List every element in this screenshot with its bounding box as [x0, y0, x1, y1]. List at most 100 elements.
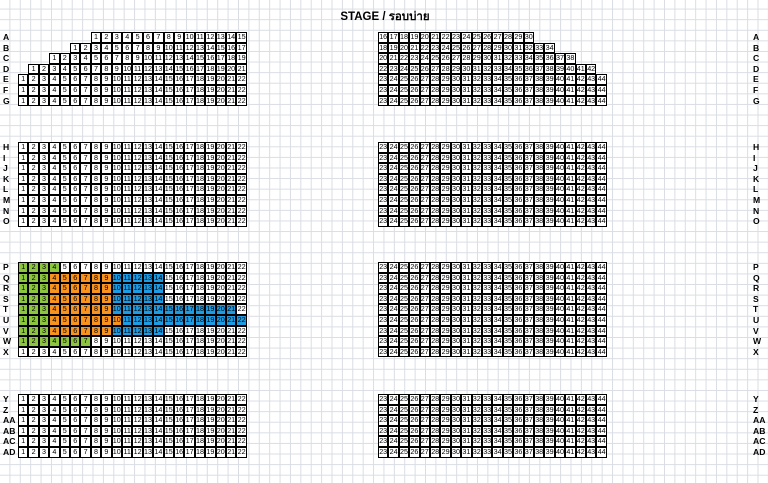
seat[interactable]: 21	[226, 152, 237, 164]
seat[interactable]: 5	[111, 42, 122, 54]
seat[interactable]: 10	[111, 95, 122, 107]
seat[interactable]: 3	[38, 142, 50, 153]
seat[interactable]: 1	[18, 163, 29, 174]
seat[interactable]: 10	[111, 216, 122, 227]
seat[interactable]: 12	[132, 436, 143, 447]
seat[interactable]: 10	[163, 42, 174, 54]
seat[interactable]: 36	[513, 346, 524, 358]
seat[interactable]: 20	[215, 85, 226, 96]
seat[interactable]: 33	[482, 184, 493, 195]
seat[interactable]: 28	[440, 63, 451, 75]
seat[interactable]: 14	[153, 142, 164, 153]
seat[interactable]: 6	[70, 173, 81, 185]
seat[interactable]: 37	[523, 95, 534, 107]
seat[interactable]: 36	[513, 163, 524, 174]
seat[interactable]: 44	[596, 293, 607, 305]
seat[interactable]: 20	[215, 336, 226, 347]
seat[interactable]: 24	[388, 283, 399, 294]
seat[interactable]: 30	[450, 325, 462, 337]
seat[interactable]: 5	[59, 415, 70, 426]
seat[interactable]: 28	[430, 262, 441, 273]
seat[interactable]: 15	[163, 436, 174, 447]
seat[interactable]: 26	[409, 447, 420, 458]
seat[interactable]: 35	[502, 85, 514, 96]
seat[interactable]: 38	[534, 142, 545, 153]
seat[interactable]: 28	[430, 394, 441, 405]
seat[interactable]: 35	[502, 152, 514, 164]
seat[interactable]: 14	[153, 425, 164, 437]
seat[interactable]: 17	[194, 63, 206, 75]
seat[interactable]: 6	[80, 63, 91, 75]
seat[interactable]: 16	[174, 152, 185, 164]
seat[interactable]: 14	[153, 272, 164, 284]
seat[interactable]: 26	[409, 336, 420, 347]
seat[interactable]: 17	[184, 142, 195, 153]
seat[interactable]: 33	[482, 216, 493, 227]
seat[interactable]: 7	[111, 53, 122, 64]
seat[interactable]: 15	[163, 95, 174, 107]
seat[interactable]: 32	[471, 394, 482, 405]
seat[interactable]: 15	[194, 53, 206, 64]
seat[interactable]: 24	[388, 336, 399, 347]
seat[interactable]: 38	[534, 415, 545, 426]
seat[interactable]: 43	[586, 283, 597, 294]
seat[interactable]: 27	[419, 315, 430, 326]
seat[interactable]: 23	[388, 63, 399, 75]
seat[interactable]: 41	[565, 95, 576, 107]
seat[interactable]: 22	[236, 216, 247, 227]
seat[interactable]: 22	[236, 336, 247, 347]
seat[interactable]: 12	[132, 173, 143, 185]
seat[interactable]: 19	[205, 184, 216, 195]
seat[interactable]: 14	[153, 184, 164, 195]
seat[interactable]: 23	[378, 404, 389, 416]
seat[interactable]: 42	[575, 346, 586, 358]
seat[interactable]: 39	[544, 74, 555, 85]
seat[interactable]: 13	[142, 262, 154, 273]
seat[interactable]: 39	[544, 293, 555, 305]
seat[interactable]: 37	[523, 404, 534, 416]
seat[interactable]: 19	[205, 447, 216, 458]
seat[interactable]: 38	[534, 304, 545, 315]
seat[interactable]: 2	[28, 142, 39, 153]
seat[interactable]: 25	[398, 95, 410, 107]
seat[interactable]: 10	[111, 436, 122, 447]
seat[interactable]: 6	[70, 293, 81, 305]
seat[interactable]: 23	[378, 325, 389, 337]
seat[interactable]: 32	[471, 95, 482, 107]
seat[interactable]: 29	[440, 95, 451, 107]
seat[interactable]: 15	[163, 142, 174, 153]
seat[interactable]: 7	[80, 272, 91, 284]
seat[interactable]: 25	[398, 436, 410, 447]
seat[interactable]: 15	[163, 195, 174, 206]
seat[interactable]: 17	[184, 95, 195, 107]
seat[interactable]: 42	[575, 272, 586, 284]
seat[interactable]: 39	[544, 436, 555, 447]
seat[interactable]: 25	[398, 142, 410, 153]
seat[interactable]: 6	[70, 325, 81, 337]
seat[interactable]: 23	[378, 436, 389, 447]
seat[interactable]: 24	[388, 95, 399, 107]
seat[interactable]: 20	[215, 74, 226, 85]
seat[interactable]: 37	[523, 415, 534, 426]
seat[interactable]: 9	[101, 404, 112, 416]
seat[interactable]: 42	[575, 404, 586, 416]
seat[interactable]: 9	[101, 425, 112, 437]
seat[interactable]: 27	[492, 32, 503, 43]
seat[interactable]: 22	[440, 32, 451, 43]
seat[interactable]: 2	[80, 42, 91, 54]
seat[interactable]: 42	[575, 262, 586, 273]
seat[interactable]: 19	[205, 425, 216, 437]
seat[interactable]: 2	[28, 336, 39, 347]
seat[interactable]: 39	[544, 205, 555, 217]
seat[interactable]: 32	[471, 142, 482, 153]
seat[interactable]: 1	[28, 63, 39, 75]
seat[interactable]: 28	[430, 152, 441, 164]
seat[interactable]: 26	[409, 142, 420, 153]
seat[interactable]: 36	[513, 404, 524, 416]
seat[interactable]: 41	[565, 152, 576, 164]
seat[interactable]: 24	[388, 205, 399, 217]
seat[interactable]: 31	[461, 283, 472, 294]
seat[interactable]: 3	[38, 404, 50, 416]
seat[interactable]: 4	[49, 184, 60, 195]
seat[interactable]: 31	[461, 195, 472, 206]
